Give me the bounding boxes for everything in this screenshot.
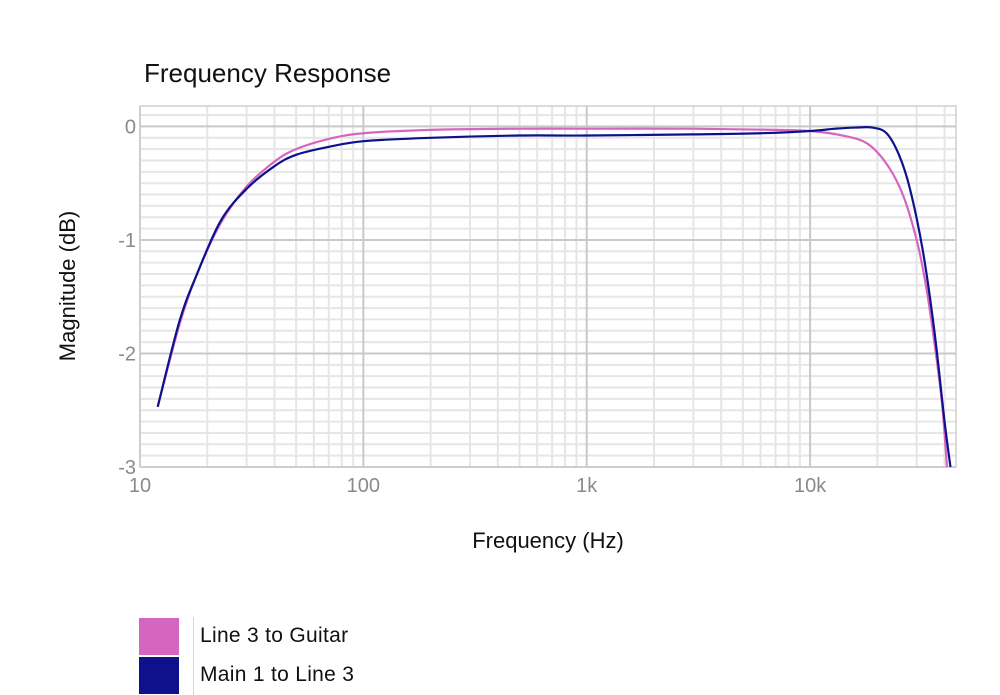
legend-label: Line 3 to Guitar (200, 624, 349, 647)
x-tick-label: 10 (129, 475, 151, 497)
chart-title: Frequency Response (144, 58, 391, 88)
y-tick-label: -1 (118, 230, 136, 252)
legend: Line 3 to Guitar Main 1 to Line 3 (0, 617, 1000, 695)
series-line-1 (156, 127, 949, 468)
legend-item-main-1-to-line-3: Main 1 to Line 3 (139, 656, 354, 694)
x-tick-label: 100 (347, 475, 380, 497)
legend-swatch (139, 617, 179, 655)
y-axis-ticks: 0 -1 -2 -3 (118, 116, 136, 479)
series-lines (156, 126, 952, 468)
y-axis-label: Magnitude (dB) (55, 211, 80, 361)
frequency-response-chart: Frequency Response 0 -1 -2 -3 10 100 1k 10k Fr… (55, 58, 957, 553)
plot-frame (139, 105, 957, 468)
legend-label: Main 1 to Line 3 (200, 663, 355, 686)
y-tick-label: -3 (118, 457, 136, 479)
legend-swatch (139, 656, 179, 694)
x-axis-label: Frequency (Hz) (472, 528, 624, 553)
x-tick-label: 10k (794, 475, 827, 497)
series-line-2 (156, 126, 952, 468)
y-tick-label: -2 (118, 343, 136, 365)
y-tick-label: 0 (125, 116, 136, 138)
x-tick-label: 1k (576, 475, 598, 497)
x-axis-ticks: 10 100 1k 10k (129, 475, 827, 497)
legend-divider (193, 617, 194, 695)
legend-item-line-3-to-guitar: Line 3 to Guitar (139, 617, 348, 655)
